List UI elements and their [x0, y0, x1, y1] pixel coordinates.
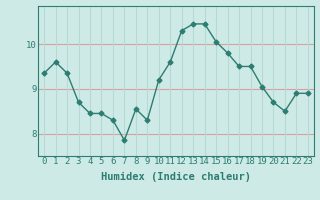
X-axis label: Humidex (Indice chaleur): Humidex (Indice chaleur) [101, 172, 251, 182]
